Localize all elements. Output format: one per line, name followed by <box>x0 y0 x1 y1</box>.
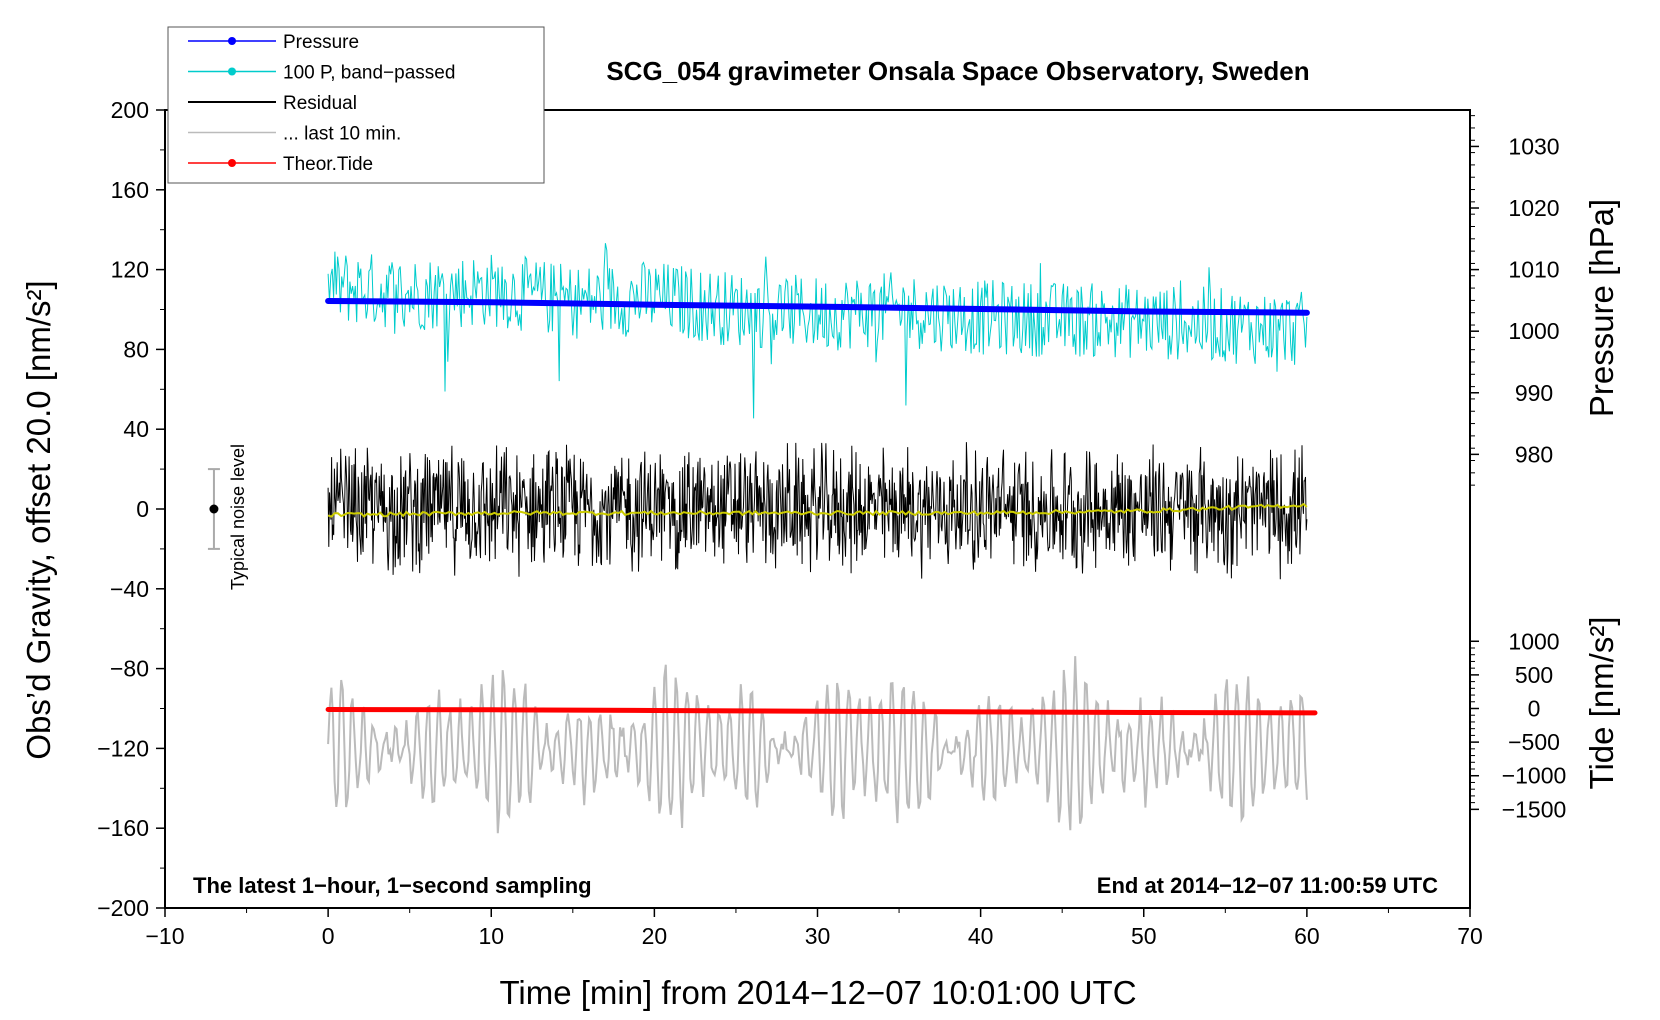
noise-level-indicator: Typical noise level <box>207 444 248 590</box>
tide-tick-label: −1500 <box>1502 796 1567 822</box>
axes-layer: −10 0 10 20 30 40 50 60 70−200−160−120−80−400408… <box>97 97 1566 949</box>
x-tick-label: 40 <box>968 923 994 949</box>
y-tick-label: 0 <box>136 496 149 522</box>
tide-tick-label: 1000 <box>1508 628 1559 654</box>
series-line-residual <box>327 442 1308 580</box>
series-line-last-10-min <box>327 656 1308 834</box>
y-tick-label: −160 <box>97 815 149 841</box>
legend-label: 100 P, band−passed <box>283 63 455 84</box>
legend-label: Theor.Tide <box>283 154 373 175</box>
x-tick-label: 50 <box>1131 923 1157 949</box>
pressure-tick-label: 980 <box>1515 441 1553 467</box>
y-tick-label: −40 <box>110 576 149 602</box>
noise-dot <box>209 504 219 514</box>
x-tick-label: −10 <box>145 923 184 949</box>
tide-tick-label: −1000 <box>1502 763 1567 789</box>
pressure-tick-label: 1010 <box>1508 257 1559 283</box>
pressure-tick-label: 1020 <box>1508 195 1559 221</box>
series-line-pressure <box>325 298 1310 316</box>
pressure-tick-label: 990 <box>1515 380 1553 406</box>
legend-swatch-dot <box>228 37 236 45</box>
series-line-residual-smoothed <box>327 502 1308 518</box>
y-tick-label: 80 <box>123 336 149 362</box>
tide-tick-label: 500 <box>1515 662 1553 688</box>
footer-sampling-note: The latest 1−hour, 1−second sampling <box>193 873 592 898</box>
noise-level-label: Typical noise level <box>228 444 248 590</box>
legend-swatch-dot <box>228 67 236 76</box>
pressure-tick-label: 1030 <box>1508 133 1559 159</box>
legend-swatch-dot <box>228 159 236 167</box>
x-tick-label: 20 <box>642 923 668 949</box>
x-tick-label: 30 <box>805 923 831 949</box>
x-tick-label: 10 <box>478 923 504 949</box>
tide-tick-label: 0 <box>1528 696 1541 722</box>
y-tick-label: 40 <box>123 416 149 442</box>
pressure-tick-label: 1000 <box>1508 318 1559 344</box>
x-tick-label: 60 <box>1294 923 1320 949</box>
series-line-theor-tide <box>325 707 1318 716</box>
series-layer <box>325 243 1318 834</box>
y-tick-label: 160 <box>111 177 149 203</box>
y-axis-title-tide: Tide [nm/s²] <box>1583 617 1620 790</box>
chart-title: SCG_054 gravimeter Onsala Space Observat… <box>606 56 1309 86</box>
tide-tick-label: −500 <box>1508 729 1560 755</box>
footer-end-time: End at 2014−12−07 11:00:59 UTC <box>1097 873 1438 898</box>
series-line-band-passed <box>327 243 1308 419</box>
y-tick-label: 200 <box>111 97 149 123</box>
y-tick-label: 120 <box>111 257 149 283</box>
x-axis-title: Time [min] from 2014−12−07 10:01:00 UTC <box>499 974 1136 1011</box>
y-tick-label: −120 <box>97 735 149 761</box>
legend-label: Pressure <box>283 32 359 53</box>
y-axis-title-left: Obs’d Gravity, offset 20.0 [nm/s²] <box>20 280 57 759</box>
legend-label: Residual <box>283 93 357 114</box>
legend-box <box>167 26 545 184</box>
y-tick-label: −200 <box>97 895 149 921</box>
legend-label: ... last 10 min. <box>283 124 401 145</box>
y-tick-label: −80 <box>110 656 149 682</box>
legend: Pressure 100 P, band−passed Residual ... la… <box>167 26 545 184</box>
y-axis-title-pressure: Pressure [hPa] <box>1583 199 1620 417</box>
x-tick-label: 0 <box>322 923 335 949</box>
x-tick-label: 70 <box>1457 923 1483 949</box>
